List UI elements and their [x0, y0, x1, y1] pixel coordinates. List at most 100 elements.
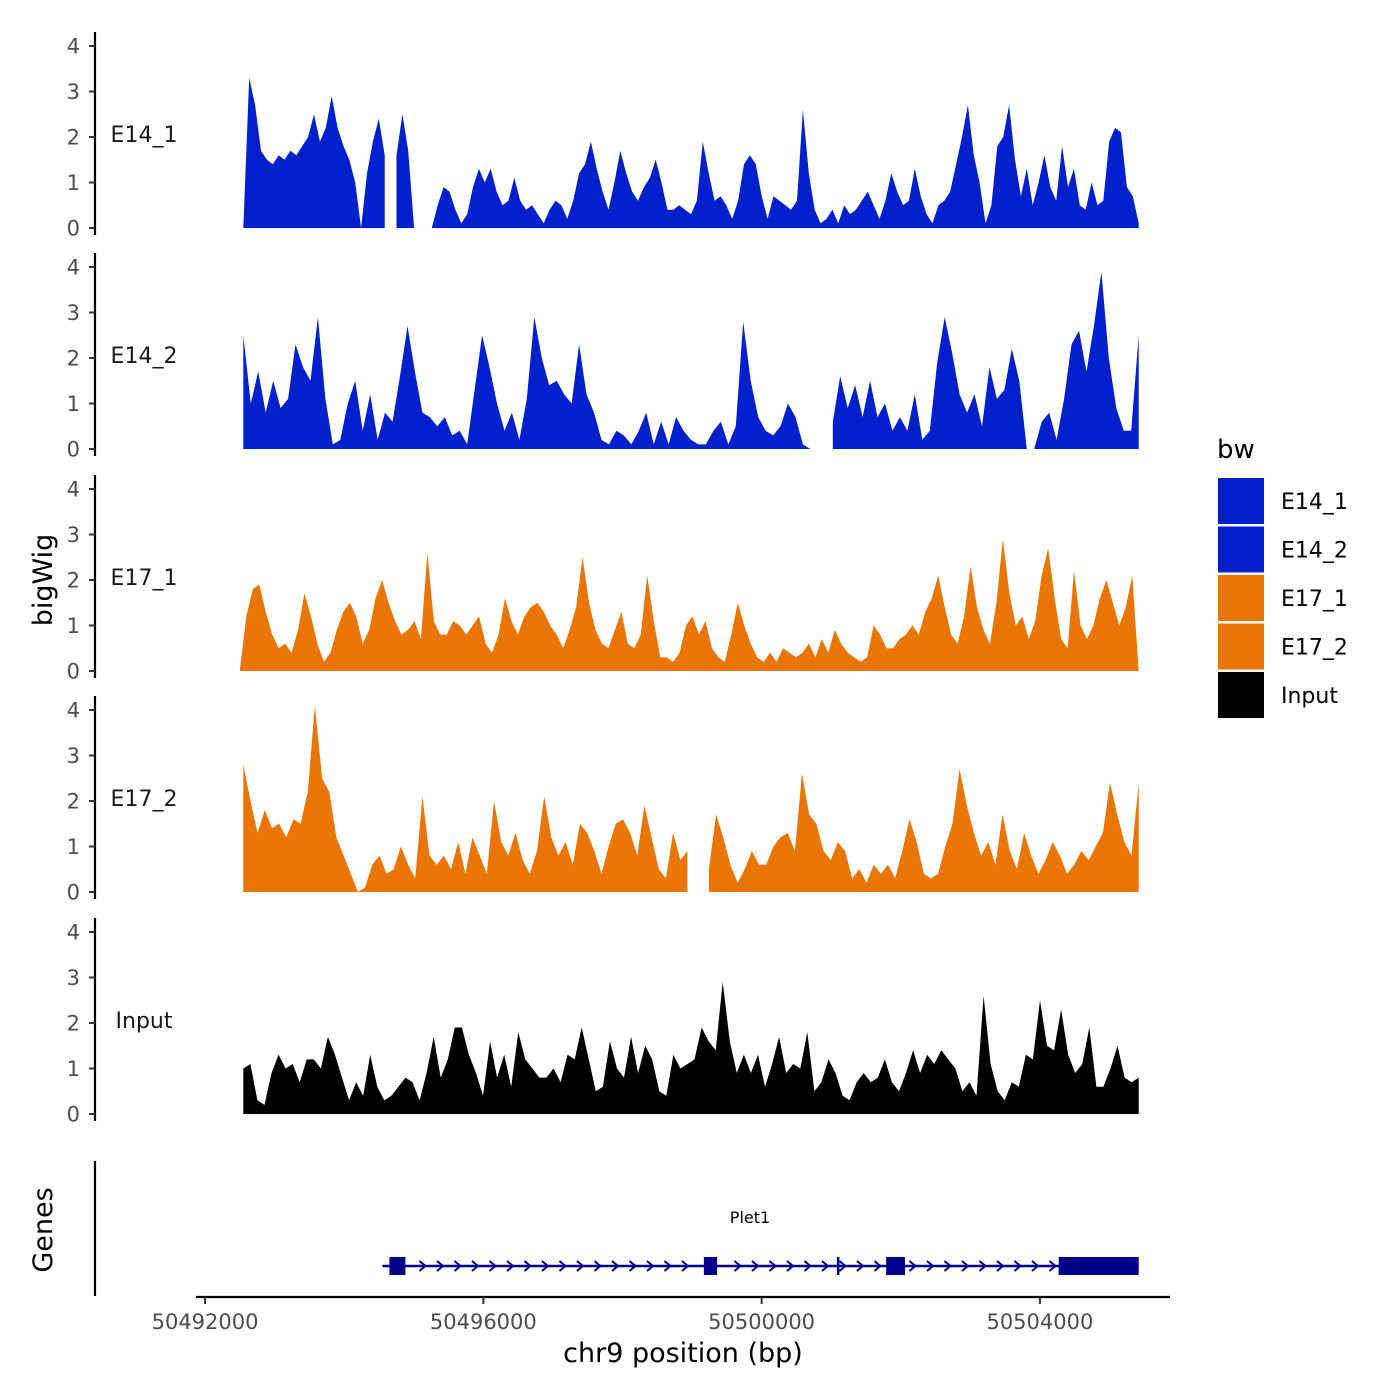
strand-arrow-plet1-21 — [821, 1260, 830, 1272]
y-tick-label-input-1: 1 — [67, 1057, 80, 1081]
strand-arrow-plet1-6 — [523, 1260, 533, 1272]
y-tick-label-e17-1-0: 0 — [67, 660, 80, 684]
x-axis-title: chr9 position (bp) — [563, 1338, 803, 1369]
strand-arrow-plet1-9 — [576, 1260, 585, 1272]
track-e17-2: 0 1 2 3 4 — [67, 696, 1139, 905]
strand-arrow-plet1-29 — [978, 1260, 988, 1272]
y-tick-label-e17-2-3: 3 — [67, 744, 80, 768]
y-tick-label-e17-2-0: 0 — [67, 881, 80, 905]
x-tick-label-50504000: 50504000 — [986, 1310, 1093, 1334]
y-axis-title: bigWig — [28, 534, 59, 627]
strand-arrow-plet1-16 — [733, 1260, 743, 1272]
strand-arrow-plet1-10 — [593, 1260, 603, 1272]
strand-arrow-plet1-2 — [453, 1260, 463, 1272]
y-tick-label-input-4: 4 — [67, 921, 80, 945]
strand-arrow-plet1-7 — [541, 1260, 550, 1272]
track-label-e14-1: E14_1 — [111, 123, 178, 148]
strand-arrow-plet1-0 — [418, 1260, 428, 1272]
strand-arrow-plet1-20 — [803, 1260, 813, 1272]
y-tick-label-e17-2-2: 2 — [67, 790, 80, 814]
exon-plet1-1 — [389, 1257, 406, 1275]
x-tick-label-50500000: 50500000 — [708, 1310, 815, 1334]
strand-arrow-plet1-15 — [681, 1260, 690, 1272]
track-label-e14-2: E14_2 — [111, 344, 178, 369]
track-e17-1: 0 1 2 3 4 — [67, 475, 1139, 684]
y-tick-label-e14-2-1: 1 — [67, 392, 80, 416]
strand-arrow-plet1-18 — [768, 1260, 778, 1272]
legend-swatch-e14-2 — [1218, 526, 1264, 573]
y-tick-label-e14-1-0: 0 — [67, 217, 80, 241]
y-tick-label-e17-1-1: 1 — [67, 614, 80, 638]
exon-plet1-3 — [886, 1257, 905, 1275]
y-tick-label-input-2: 2 — [67, 1012, 80, 1036]
legend-swatch-e14-1 — [1218, 478, 1264, 524]
y-tick-label-e14-1-4: 4 — [67, 35, 80, 59]
legend: E14_1 E14_2 E17_1 E17_2 Input — [1218, 478, 1348, 718]
strand-arrow-plet1-5 — [506, 1260, 515, 1272]
strand-arrow-plet1-1 — [436, 1260, 445, 1272]
strand-arrow-plet1-4 — [488, 1260, 498, 1272]
track-input: 0 1 2 3 4 — [67, 918, 1139, 1127]
strand-arrow-plet1-32 — [1031, 1260, 1040, 1272]
strand-arrow-plet1-30 — [996, 1260, 1005, 1272]
strand-arrow-plet1-24 — [873, 1260, 883, 1272]
y-tick-label-e17-1-3: 3 — [67, 523, 80, 547]
legend-label-e17-2: E17_2 — [1281, 636, 1348, 661]
gene-models — [382, 1257, 1139, 1275]
strand-arrow-plet1-12 — [628, 1260, 638, 1272]
y-tick-label-e14-2-3: 3 — [67, 301, 80, 325]
track-e14-1: 0 1 2 3 4 — [67, 32, 1139, 241]
track-label-e17-2: E17_2 — [111, 787, 178, 812]
gene-plet1 — [382, 1257, 1139, 1275]
x-tick-label-50496000: 50496000 — [430, 1310, 537, 1334]
exon-plet1-4 — [1058, 1257, 1139, 1275]
y-tick-label-e17-1-4: 4 — [67, 478, 80, 502]
strand-arrow-plet1-31 — [1013, 1260, 1023, 1272]
strand-arrow-plet1-11 — [611, 1260, 620, 1272]
strand-arrow-plet1-8 — [558, 1260, 568, 1272]
y-tick-label-e14-2-0: 0 — [67, 438, 80, 462]
y-tick-label-e17-1-2: 2 — [67, 569, 80, 593]
gene-label-plet1: Plet1 — [730, 1208, 770, 1227]
coverage-area-e14-1 — [243, 77, 1139, 228]
legend-swatch-e17-2 — [1218, 623, 1264, 670]
legend-label-e14-1: E14_1 — [1281, 490, 1348, 515]
track-label-input: Input — [116, 1009, 173, 1034]
strand-arrow-plet1-3 — [471, 1260, 480, 1272]
legend-title: bw — [1217, 435, 1255, 465]
y-tick-label-input-3: 3 — [67, 966, 80, 990]
legend-label-input: Input — [1281, 684, 1338, 709]
y-tick-label-e14-1-3: 3 — [67, 80, 80, 104]
coverage-area-input — [243, 982, 1139, 1114]
genes-axis-title: Genes — [28, 1187, 59, 1272]
strand-arrow-plet1-14 — [663, 1260, 673, 1272]
y-tick-label-input-0: 0 — [67, 1103, 80, 1127]
y-tick-label-e14-1-1: 1 — [67, 171, 80, 195]
coverage-tracks: 0 1 2 3 4 0 1 2 3 4 0 1 2 3 4 0 1 2 3 4 0 1 2 3 4 — [67, 32, 1139, 1127]
strand-arrow-plet1-27 — [943, 1260, 953, 1272]
x-axis-ticks: 50492000 50496000 50500000 50504000 — [152, 1297, 1093, 1334]
strand-arrow-plet1-25 — [908, 1260, 918, 1272]
coverage-area-e17-2 — [243, 705, 1139, 892]
legend-label-e17-1: E17_1 — [1281, 587, 1348, 612]
coverage-area-e17-1 — [239, 539, 1139, 671]
strand-arrow-plet1-19 — [786, 1260, 795, 1272]
legend-swatch-input — [1218, 672, 1264, 718]
coverage-area-e14-2 — [243, 271, 1139, 449]
strand-arrow-plet1-22 — [838, 1260, 848, 1272]
legend-label-e14-2: E14_2 — [1281, 539, 1348, 564]
track-e14-2: 0 1 2 3 4 — [67, 253, 1139, 462]
strand-arrow-plet1-17 — [751, 1260, 760, 1272]
strand-arrow-plet1-26 — [926, 1260, 935, 1272]
y-tick-label-e14-2-2: 2 — [67, 347, 80, 371]
x-tick-label-50492000: 50492000 — [152, 1310, 259, 1334]
strand-arrow-plet1-23 — [856, 1260, 865, 1272]
y-tick-label-e14-1-2: 2 — [67, 126, 80, 150]
track-label-e17-1: E17_1 — [111, 566, 178, 591]
strand-arrow-plet1-13 — [646, 1260, 655, 1272]
y-tick-label-e17-2-4: 4 — [67, 699, 80, 723]
y-tick-label-e14-2-4: 4 — [67, 256, 80, 280]
exon-plet1-2 — [703, 1257, 718, 1275]
y-tick-label-e17-2-1: 1 — [67, 835, 80, 859]
